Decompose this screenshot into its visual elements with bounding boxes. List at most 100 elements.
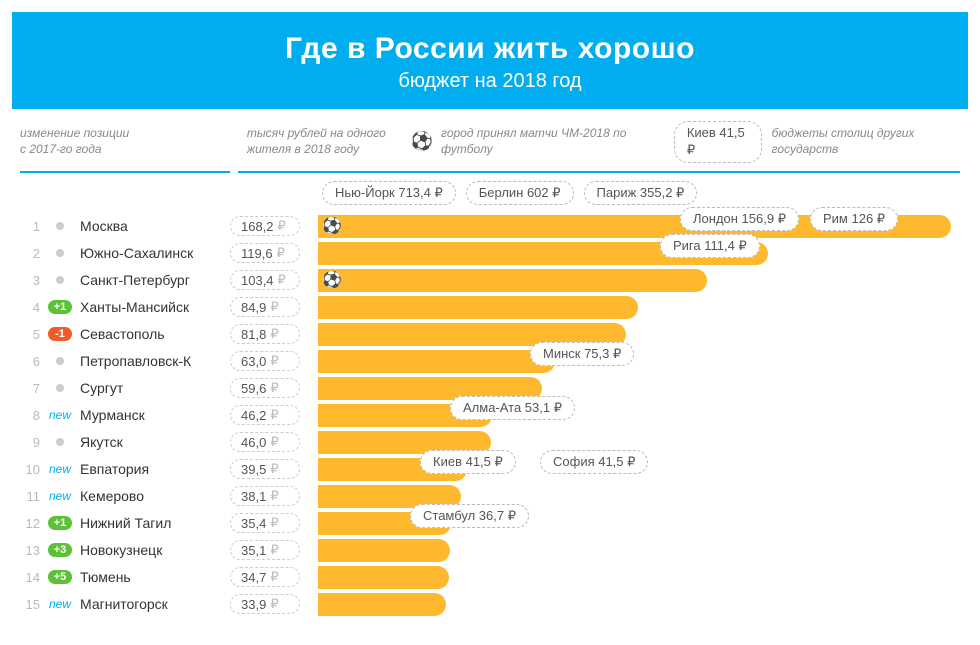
capital-pill: Лондон 156,9 ₽ [680,207,799,231]
bar [318,593,446,616]
delta-badge: +1 [48,516,73,530]
value-pill: 46,0 ₽ [230,432,300,452]
table-row: 4 +1 Ханты-Мансийск84,9 ₽ [20,294,960,321]
value-pill: 119,6 ₽ [230,243,300,263]
city-name: Севастополь [80,326,230,342]
rank: 10 [20,462,40,477]
table-row: 13+3Новокузнецк35,1 ₽ [20,537,960,564]
delta-new: new [49,489,71,503]
delta-badge: +1 [48,300,73,314]
city-name: Ханты-Мансийск [80,299,230,315]
bar-wrap [318,323,960,346]
legend-col3: ⚽ город принял матчи ЧМ-2018 по футболу [411,126,654,157]
bar-wrap [318,377,960,400]
rank: 8 [20,408,40,423]
delta-dot-icon [56,276,64,284]
rank: 3 [20,273,40,288]
delta-new: new [49,462,71,476]
legend-col1: изменение позиции с 2017-го года [20,126,137,157]
value-pill: 35,1 ₽ [230,540,300,560]
capital-pill: Рим 126 ₽ [810,207,898,231]
capital-pill: Париж 355,2 ₽ [584,181,698,205]
city-name: Магнитогорск [80,596,230,612]
bar-wrap [318,296,960,319]
city-name: Санкт-Петербург [80,272,230,288]
top-capitals: Нью-Йорк 713,4 ₽ Берлин 602 ₽ Париж 355,2 … [322,181,960,205]
delta: new [40,408,80,422]
city-name: Сургут [80,380,230,396]
delta-new: new [49,597,71,611]
value-pill: 84,9 ₽ [230,297,300,317]
delta-badge: +3 [48,543,73,557]
value-pill: 168,2 ₽ [230,216,300,236]
delta-dot-icon [56,357,64,365]
capital-pill: Берлин 602 ₽ [466,181,574,205]
soccer-ball-icon: ⚽ [322,216,342,236]
city-name: Кемерово [80,488,230,504]
soccer-ball-icon: ⚽ [322,270,342,290]
value-pill: 63,0 ₽ [230,351,300,371]
bar-wrap [318,350,960,373]
delta: +1 [40,516,80,530]
value-pill: 59,6 ₽ [230,378,300,398]
page-title: Где в России жить хорошо [12,32,968,66]
table-row: 5 -1 Севастополь81,8 ₽ [20,321,960,348]
legend-col4: Киев 41,5 ₽ бюджеты столиц других госуда… [674,121,960,163]
capital-pill: Минск 75,3 ₽ [530,342,634,366]
capital-pill: Нью-Йорк 713,4 ₽ [322,181,456,205]
page-subtitle: бюджет на 2018 год [12,70,968,93]
bar [318,350,555,373]
legend-col3-text: город принял матчи ЧМ-2018 по футболу [441,126,654,157]
capital-pill: София 41,5 ₽ [540,450,648,474]
delta-dot-icon [56,249,64,257]
value-pill: 39,5 ₽ [230,459,300,479]
rank: 13 [20,543,40,558]
delta [40,222,80,230]
rank: 1 [20,219,40,234]
value-pill: 38,1 ₽ [230,486,300,506]
delta [40,384,80,392]
value-pill: 34,7 ₽ [230,567,300,587]
delta-dot-icon [56,384,64,392]
legend: изменение позиции с 2017-го года тысяч р… [0,109,980,171]
bar [318,269,707,292]
bar-wrap [318,566,960,589]
delta [40,438,80,446]
rank: 5 [20,327,40,342]
table-row: 2Южно-Сахалинск119,6 ₽ [20,240,960,267]
value-pill: 33,9 ₽ [230,594,300,614]
delta [40,276,80,284]
city-name: Якутск [80,434,230,450]
capital-pill: Рига 111,4 ₽ [660,234,760,258]
city-name: Тюмень [80,569,230,585]
delta-dot-icon [56,222,64,230]
bar-wrap [318,539,960,562]
delta: new [40,462,80,476]
delta [40,249,80,257]
rank: 14 [20,570,40,585]
bar [318,539,450,562]
value-pill: 103,4 ₽ [230,270,300,290]
rank: 4 [20,300,40,315]
delta-badge: -1 [48,327,72,341]
city-name: Евпатория [80,461,230,477]
city-name: Нижний Тагил [80,515,230,531]
bar [318,296,638,319]
rank: 6 [20,354,40,369]
rank: 11 [20,489,40,504]
delta: +1 [40,300,80,314]
value-pill: 81,8 ₽ [230,324,300,344]
value-pill: 46,2 ₽ [230,405,300,425]
legend-col2: тысяч рублей на одного жителя в 2018 год… [247,126,391,157]
delta: +5 [40,570,80,584]
table-row: 6Петропавловск-К63,0 ₽ [20,348,960,375]
bar-wrap: ⚽ [318,269,960,292]
bar-wrap [318,593,960,616]
table-row: 14+5Тюмень34,7 ₽ [20,564,960,591]
delta: new [40,597,80,611]
rank: 7 [20,381,40,396]
bar-wrap [318,485,960,508]
city-name: Южно-Сахалинск [80,245,230,261]
delta-dot-icon [56,438,64,446]
city-name: Москва [80,218,230,234]
